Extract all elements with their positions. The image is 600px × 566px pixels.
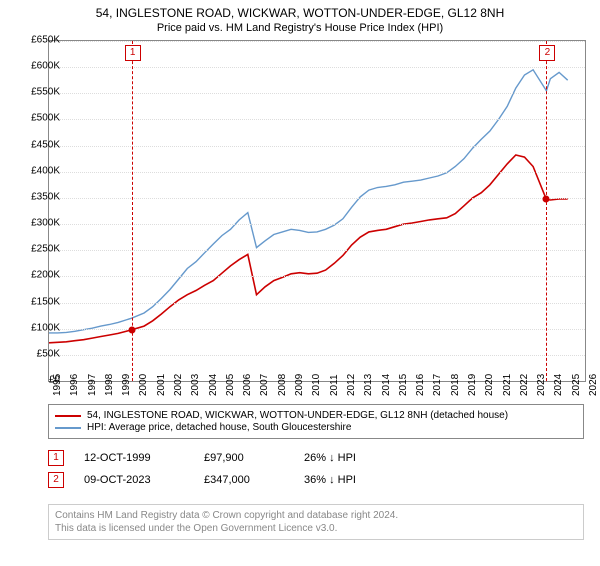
- x-axis-label: 2021: [502, 374, 513, 396]
- x-axis-label: 2023: [536, 374, 547, 396]
- gridline-h: [49, 67, 585, 68]
- y-axis-label: £400K: [18, 165, 60, 176]
- x-axis-label: 2022: [519, 374, 530, 396]
- x-axis-label: 1999: [121, 374, 132, 396]
- x-axis-label: 2007: [259, 374, 270, 396]
- x-axis-label: 2013: [363, 374, 374, 396]
- x-axis-label: 2015: [398, 374, 409, 396]
- x-axis-label: 1996: [69, 374, 80, 396]
- x-axis-label: 2000: [138, 374, 149, 396]
- sale-date: 09-OCT-2023: [84, 474, 204, 486]
- gridline-h: [49, 355, 585, 356]
- x-axis-label: 2016: [415, 374, 426, 396]
- y-axis-label: £100K: [18, 322, 60, 333]
- series-line-hpi: [49, 70, 568, 333]
- gridline-h: [49, 276, 585, 277]
- x-axis-label: 2011: [329, 374, 340, 396]
- y-axis-label: £600K: [18, 61, 60, 72]
- sale-date: 12-OCT-1999: [84, 452, 204, 464]
- chart-title-line1: 54, INGLESTONE ROAD, WICKWAR, WOTTON-UND…: [0, 6, 600, 20]
- sale-marker-label: 2: [539, 45, 555, 61]
- x-axis-label: 2019: [467, 374, 478, 396]
- x-axis-label: 2004: [208, 374, 219, 396]
- sale-point: [128, 326, 135, 333]
- sale-diff: 36% ↓ HPI: [304, 474, 356, 486]
- y-axis-label: £50K: [18, 348, 60, 359]
- x-axis-label: 1998: [104, 374, 115, 396]
- sales-table: 1 12-OCT-1999 £97,900 26% ↓ HPI 2 09-OCT…: [48, 444, 584, 494]
- legend-row: HPI: Average price, detached house, Sout…: [55, 422, 577, 433]
- y-axis-label: £150K: [18, 296, 60, 307]
- sale-row: 2 09-OCT-2023 £347,000 36% ↓ HPI: [48, 472, 584, 488]
- x-axis-label: 2002: [173, 374, 184, 396]
- chart-title-line2: Price paid vs. HM Land Registry's House …: [0, 22, 600, 34]
- disclaimer-line: Contains HM Land Registry data © Crown c…: [55, 509, 577, 522]
- x-axis-label: 2006: [242, 374, 253, 396]
- series-line-property: [49, 155, 568, 343]
- x-axis-label: 2010: [311, 374, 322, 396]
- sale-price: £347,000: [204, 474, 304, 486]
- x-axis-label: 2012: [346, 374, 357, 396]
- x-axis-label: 2003: [190, 374, 201, 396]
- gridline-h: [49, 146, 585, 147]
- y-axis-label: £350K: [18, 191, 60, 202]
- y-axis-label: £250K: [18, 244, 60, 255]
- legend-swatch: [55, 415, 81, 417]
- y-axis-label: £500K: [18, 113, 60, 124]
- gridline-h: [49, 198, 585, 199]
- y-axis-label: £200K: [18, 270, 60, 281]
- sale-row: 1 12-OCT-1999 £97,900 26% ↓ HPI: [48, 450, 584, 466]
- disclaimer-box: Contains HM Land Registry data © Crown c…: [48, 504, 584, 540]
- sale-marker-box: 2: [48, 472, 64, 488]
- legend-label: HPI: Average price, detached house, Sout…: [87, 422, 351, 433]
- x-axis-label: 1995: [52, 374, 63, 396]
- x-axis-label: 2017: [432, 374, 443, 396]
- x-axis-label: 2025: [571, 374, 582, 396]
- gridline-h: [49, 93, 585, 94]
- sale-price: £97,900: [204, 452, 304, 464]
- gridline-h: [49, 303, 585, 304]
- x-axis-label: 2026: [588, 374, 599, 396]
- x-axis-label: 2014: [381, 374, 392, 396]
- sale-diff: 26% ↓ HPI: [304, 452, 356, 464]
- y-axis-label: £450K: [18, 139, 60, 150]
- legend-label: 54, INGLESTONE ROAD, WICKWAR, WOTTON-UND…: [87, 410, 508, 421]
- x-axis-label: 2009: [294, 374, 305, 396]
- y-axis-label: £650K: [18, 35, 60, 46]
- disclaimer-line: This data is licensed under the Open Gov…: [55, 522, 577, 535]
- sale-marker-box: 1: [48, 450, 64, 466]
- x-axis-label: 1997: [87, 374, 98, 396]
- x-axis-label: 2005: [225, 374, 236, 396]
- y-axis-label: £550K: [18, 87, 60, 98]
- chart-plot-area: 12: [48, 40, 586, 382]
- x-axis-label: 2024: [553, 374, 564, 396]
- gridline-h: [49, 119, 585, 120]
- sale-vline: [546, 41, 547, 381]
- sale-point: [543, 196, 550, 203]
- y-axis-label: £300K: [18, 218, 60, 229]
- legend-row: 54, INGLESTONE ROAD, WICKWAR, WOTTON-UND…: [55, 410, 577, 421]
- x-axis-label: 2008: [277, 374, 288, 396]
- x-axis-label: 2018: [450, 374, 461, 396]
- gridline-h: [49, 250, 585, 251]
- sale-marker-label: 1: [125, 45, 141, 61]
- chart-legend: 54, INGLESTONE ROAD, WICKWAR, WOTTON-UND…: [48, 404, 584, 439]
- x-axis-label: 2020: [484, 374, 495, 396]
- gridline-h: [49, 41, 585, 42]
- gridline-h: [49, 224, 585, 225]
- gridline-h: [49, 172, 585, 173]
- x-axis-label: 2001: [156, 374, 167, 396]
- legend-swatch: [55, 427, 81, 429]
